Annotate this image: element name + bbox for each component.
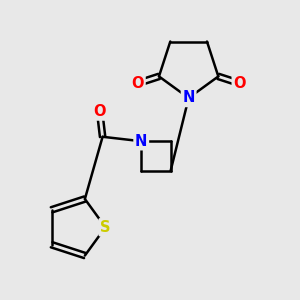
- Text: O: O: [93, 104, 106, 119]
- Text: O: O: [131, 76, 144, 91]
- Text: O: O: [233, 76, 246, 91]
- Text: N: N: [135, 134, 147, 149]
- Text: S: S: [100, 220, 111, 235]
- Text: N: N: [182, 91, 195, 106]
